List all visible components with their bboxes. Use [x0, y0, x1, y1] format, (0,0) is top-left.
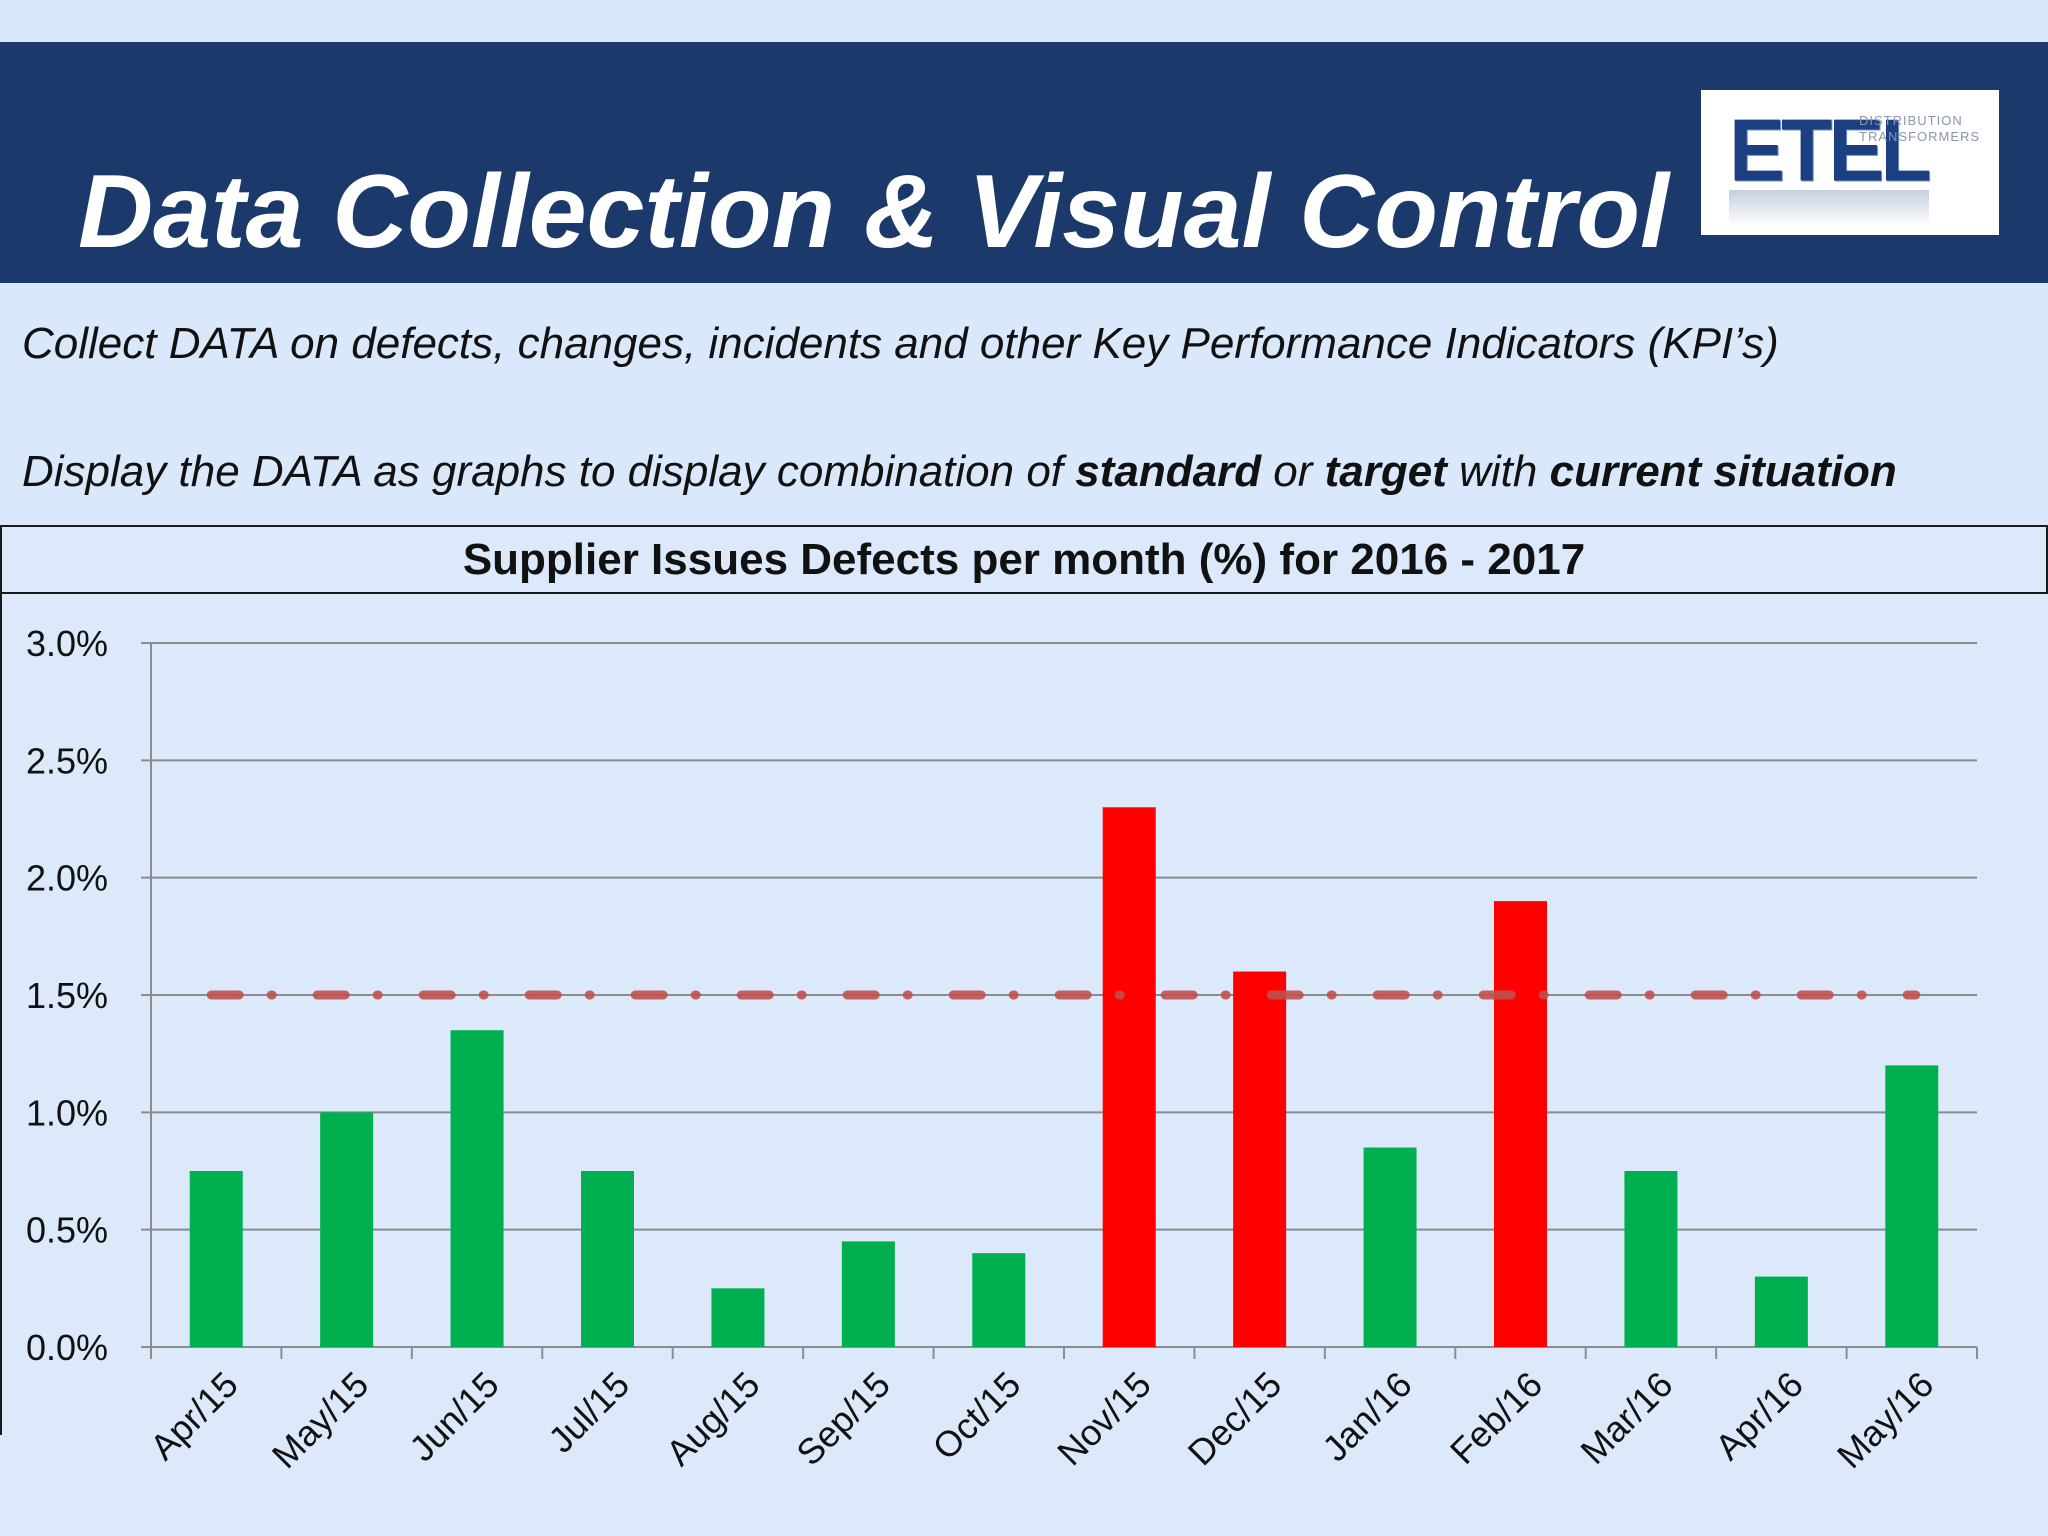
bar	[1624, 1171, 1678, 1347]
chart-title: Supplier Issues Defects per month (%) fo…	[462, 535, 1586, 584]
y-tick-label: 0.0%	[26, 1327, 108, 1368]
x-tick-label: Dec/15	[1180, 1364, 1290, 1474]
emphasis-target: target	[1324, 447, 1447, 496]
x-tick-label: Jun/15	[401, 1364, 506, 1469]
graph-display-text-part-2: or	[1261, 447, 1325, 496]
x-tick-label: Apr/15	[142, 1364, 246, 1468]
graph-display-text-part-1: Display the DATA as graphs to display co…	[22, 447, 1076, 496]
chart-title-box: Supplier Issues Defects per month (%) fo…	[0, 525, 2048, 594]
bar	[1885, 1065, 1939, 1347]
bar	[841, 1241, 895, 1347]
etel-logo: ETEL DISTRIBUTION TRANSFORMERS	[1701, 90, 1999, 235]
logo-subtitle-line-2: TRANSFORMERS	[1859, 129, 1981, 144]
kpi-collection-text: Collect DATA on defects, changes, incide…	[22, 319, 1779, 368]
emphasis-current-situation: current situation	[1549, 447, 1897, 496]
bar	[320, 1112, 374, 1347]
y-tick-label: 3.0%	[26, 623, 108, 664]
bar	[1363, 1147, 1417, 1347]
graph-display-text-part-3: with	[1446, 447, 1550, 496]
chart-left-border	[0, 590, 2, 1435]
bar	[1494, 901, 1547, 1347]
y-tick-label: 2.0%	[26, 858, 108, 899]
x-tick-label: Sep/15	[788, 1364, 898, 1474]
chart-panel	[0, 525, 2048, 1536]
logo-subtitle-line-1: DISTRIBUTION	[1859, 113, 1963, 128]
x-tick-label: Oct/15	[924, 1364, 1028, 1468]
x-tick-label: Aug/15	[658, 1364, 768, 1474]
x-tick-label: Apr/16	[1707, 1364, 1811, 1468]
y-tick-label: 1.0%	[26, 1092, 108, 1133]
x-tick-label: Feb/16	[1442, 1364, 1550, 1472]
bar	[189, 1171, 243, 1347]
bar	[450, 1030, 504, 1347]
y-tick-label: 1.5%	[26, 975, 108, 1016]
bar	[972, 1253, 1026, 1347]
x-tick-label: Mar/16	[1572, 1364, 1680, 1472]
bar	[1102, 807, 1156, 1347]
emphasis-standard: standard	[1075, 447, 1262, 496]
bar	[1233, 971, 1287, 1347]
x-tick-label: Jul/15	[540, 1364, 637, 1461]
x-tick-label: May/15	[264, 1364, 376, 1476]
slide-title: Data Collection & Visual Control	[78, 154, 1669, 270]
bar	[1754, 1276, 1808, 1347]
x-tick-label: May/16	[1829, 1364, 1941, 1476]
graph-display-text: Display the DATA as graphs to display co…	[22, 450, 1897, 494]
logo-wordmark: ETEL	[1729, 100, 1932, 200]
y-tick-label: 2.5%	[26, 740, 108, 781]
bar	[581, 1171, 634, 1347]
y-tick-label: 0.5%	[26, 1210, 108, 1251]
x-tick-label: Jan/16	[1314, 1364, 1419, 1469]
x-tick-label: Nov/15	[1049, 1364, 1159, 1474]
bar	[711, 1288, 765, 1347]
logo-reflection	[1729, 190, 1929, 226]
